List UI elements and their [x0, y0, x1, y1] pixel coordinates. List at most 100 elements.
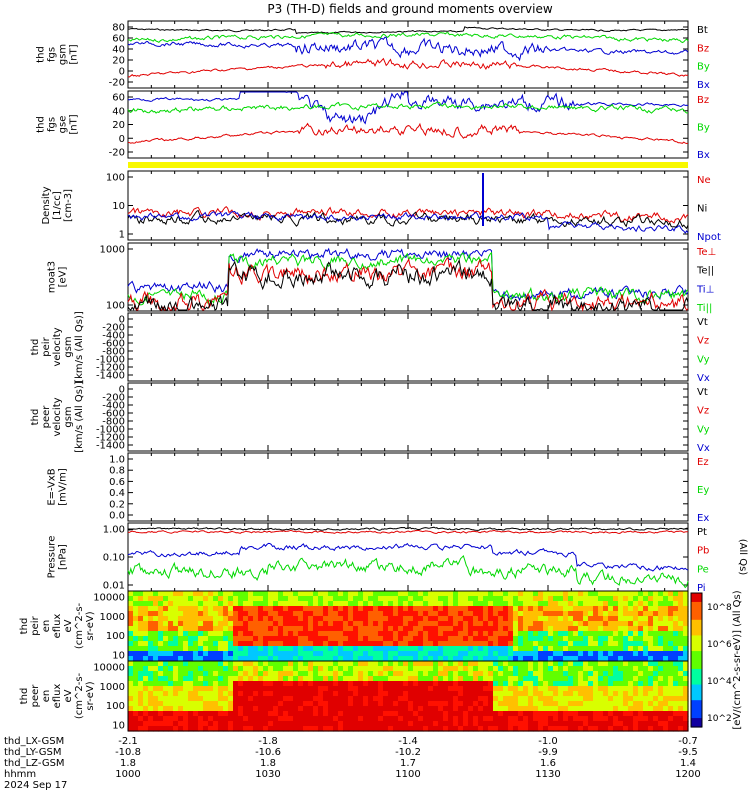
legend-Ti||: Ti||: [696, 303, 712, 314]
y-tick-label: 40: [112, 106, 125, 117]
y-axis-label: thd: [30, 409, 41, 426]
y-axis-label: thd: [30, 339, 41, 356]
y-tick-label: -400: [102, 401, 125, 412]
y-tick-label: 1.00: [103, 525, 125, 536]
colorbar-cell: [691, 653, 702, 657]
x-tick-value: 1.7: [400, 758, 416, 769]
x-tick-value: 1.8: [260, 758, 276, 769]
y-axis-label: (cm^2-s-: [74, 602, 85, 649]
y-axis-label: [nT]: [69, 44, 80, 64]
colorbar-cell: [691, 713, 702, 717]
panel-pressure: 1.00 0.10 0.01 Pressure [nPa] Pt Pb Pe Pi (All Qs…: [47, 522, 748, 594]
colorbar-cell: [691, 608, 702, 612]
series-Pe: [127, 554, 689, 589]
series-Te-perp: [127, 256, 689, 312]
x-tick-value: -0.7: [678, 736, 698, 747]
y-axis-label: gse: [58, 116, 69, 134]
y-axis-label: thd: [36, 116, 47, 133]
colorbar-cell: [691, 715, 702, 719]
y-axis-label: eflux: [52, 684, 63, 709]
y-tick-label: -1200: [96, 433, 125, 444]
legend-Bz: Bz: [697, 95, 709, 106]
colorbar-cell: [691, 686, 702, 690]
series-Npot: [127, 210, 689, 234]
legend-Ex: Ex: [697, 513, 709, 524]
colorbar-cell: [691, 700, 702, 704]
colorbar-cell: [691, 595, 702, 599]
chart-title: P3 (TH-D) fields and ground moments over…: [267, 2, 552, 16]
panel-frame: [127, 382, 689, 452]
x-tick-value: 1200: [675, 769, 700, 780]
series-By: [127, 31, 689, 44]
y-tick-label: 10: [112, 201, 125, 212]
colorbar-cell: [691, 677, 702, 681]
y-axis-label: E=-VxB: [47, 468, 58, 505]
spectrogram-frame: [127, 660, 689, 732]
colorbar-cell: [691, 635, 702, 639]
colorbar-tick: 10^6: [707, 640, 732, 650]
legend-Bx: Bx: [697, 150, 710, 161]
y-tick-label: 10000: [93, 663, 125, 674]
legend-Vx: Vx: [697, 373, 710, 384]
colorbar-cell: [691, 657, 702, 661]
legend-Vt: Vt: [697, 387, 708, 398]
colorbar-cell: [691, 617, 702, 621]
y-tick-label: 60: [112, 93, 125, 104]
y-tick-label: 40: [112, 45, 125, 56]
y-tick-label: 80: [112, 23, 125, 34]
panel-peer_velocity: 0-200-400-600-800-1000-1200-1400 thd peer v…: [30, 381, 710, 454]
colorbar-cell: [691, 675, 702, 679]
colorbar-cell: [691, 646, 702, 650]
colorbar-cell: [691, 624, 702, 628]
colorbar-cell: [691, 706, 702, 710]
x-tick-value: -10.8: [115, 747, 141, 758]
y-tick-label: 1: [119, 230, 125, 241]
colorbar-cell: [691, 662, 702, 666]
y-axis-label: [nPa]: [58, 544, 69, 570]
legend-Ez: Ez: [697, 457, 709, 468]
colorbar-cell: [691, 673, 702, 677]
y-axis-label: fgs: [47, 47, 58, 62]
y-tick-label: 0.2: [109, 499, 125, 510]
colorbar-cell: [691, 651, 702, 654]
panel-frame: [127, 312, 689, 382]
x-tick-value: 1100: [395, 769, 420, 780]
y-tick-label: 0.4: [109, 488, 125, 499]
colorbar-cell: [691, 724, 702, 728]
legend-Vy: Vy: [697, 354, 710, 365]
y-tick-label: -800: [102, 347, 125, 358]
colorbar-cell: [691, 637, 702, 641]
x-tick-value: -10.2: [395, 747, 421, 758]
colorbar-cell: [691, 630, 702, 634]
y-axis-label: moat3: [47, 261, 58, 293]
y-tick-label: 0: [119, 67, 125, 78]
colorbar-cell: [691, 702, 702, 706]
y-axis-label: peir: [30, 615, 41, 635]
y-tick-label: 0: [119, 315, 125, 326]
colorbar-cell: [691, 615, 702, 619]
panel-peir_velocity: 0-200-400-600-800-1000-1200-1400 thd peir v…: [30, 311, 710, 384]
y-axis-label: [cm-3]: [63, 189, 74, 222]
colorbar-cell: [691, 680, 702, 683]
panel-frame: [127, 452, 689, 522]
legend-Vz: Vz: [697, 336, 709, 347]
y-tick-label: 0.10: [103, 553, 125, 564]
y-axis-label: peir: [41, 336, 52, 356]
colorbar-cell: [691, 666, 702, 670]
colorbar-cell: [691, 633, 702, 637]
legend-Bx: Bx: [697, 80, 710, 91]
y-axis-label: gsm: [63, 406, 74, 427]
colorbar-cell: [691, 720, 702, 724]
colorbar-tick: 10^2: [707, 714, 732, 724]
y-axis-label: eV: [63, 689, 74, 702]
y-axis-label: [km/s (All Qs)]: [74, 381, 85, 453]
x-tick-value: -10.6: [255, 747, 281, 758]
side-label: (All Qs): [737, 539, 748, 576]
series-Te-par: [127, 258, 689, 312]
y-tick-label: 100: [106, 301, 125, 312]
x-axis-row-label: thd_LX-GSM: [4, 736, 64, 747]
y-axis-label: Density: [41, 186, 52, 224]
y-tick-label: 0.6: [109, 477, 125, 488]
